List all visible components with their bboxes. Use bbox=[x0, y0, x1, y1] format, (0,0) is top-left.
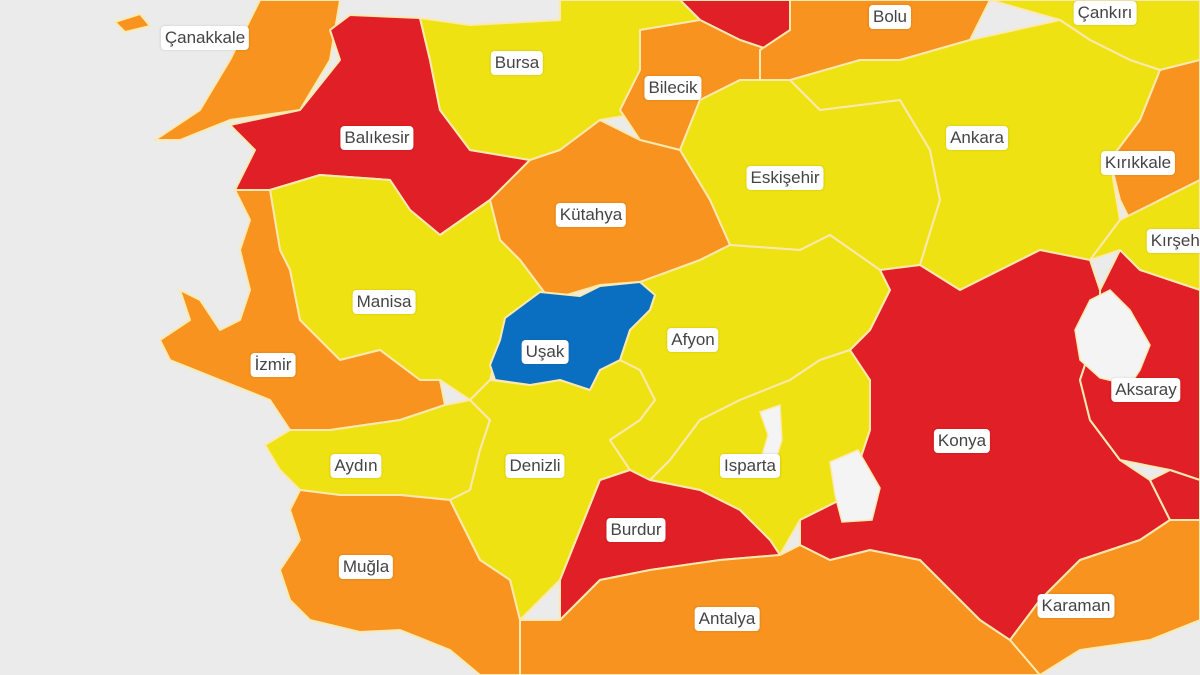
label-kirsehir: Kırşehir bbox=[1146, 229, 1200, 253]
label-denizli: Denizli bbox=[505, 454, 565, 478]
province-east-edge bbox=[1149, 469, 1200, 521]
label-afyon: Afyon bbox=[667, 328, 719, 352]
label-aydin: Aydın bbox=[330, 454, 382, 478]
label-karaman: Karaman bbox=[1037, 594, 1115, 618]
label-mugla: Muğla bbox=[338, 555, 394, 579]
label-eskisehir: Eskişehir bbox=[746, 166, 824, 190]
label-cankiri: Çankırı bbox=[1073, 1, 1137, 25]
label-balikesir: Balıkesir bbox=[340, 126, 414, 150]
label-burdur: Burdur bbox=[606, 518, 666, 542]
label-aksaray: Aksaray bbox=[1111, 378, 1181, 402]
label-bolu: Bolu bbox=[868, 5, 912, 29]
label-izmir: İzmir bbox=[250, 353, 296, 377]
province-izmir[interactable] bbox=[159, 189, 446, 431]
label-isparta: Isparta bbox=[720, 454, 780, 478]
lake-tuz bbox=[1074, 289, 1151, 386]
label-bursa: Bursa bbox=[490, 51, 544, 75]
label-bilecik: Bilecik bbox=[644, 76, 702, 100]
label-usak: Uşak bbox=[521, 340, 569, 364]
lake-beysehir bbox=[829, 449, 881, 523]
province-canakkale-island bbox=[114, 13, 151, 33]
label-canakkale: Çanakkale bbox=[160, 26, 250, 50]
label-ankara: Ankara bbox=[946, 126, 1008, 150]
province-mugla[interactable] bbox=[279, 489, 521, 675]
label-konya: Konya bbox=[933, 429, 991, 453]
label-manisa: Manisa bbox=[352, 290, 416, 314]
label-kutahya: Kütahya bbox=[555, 203, 627, 227]
label-kirikkale: Kırıkkale bbox=[1100, 151, 1176, 175]
label-antalya: Antalya bbox=[694, 607, 760, 631]
